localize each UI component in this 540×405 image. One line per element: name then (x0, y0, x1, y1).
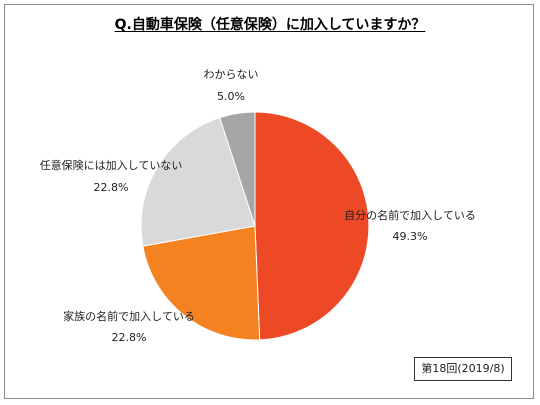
pie-slice-2 (140, 116, 256, 247)
slice-label-value-2: 22.8% (94, 181, 129, 194)
pie-slice-1 (142, 225, 261, 341)
slice-label-name-0: 自分の名前で加入している (344, 208, 476, 222)
pie-slice-3 (219, 111, 256, 227)
pie-slices (140, 111, 370, 341)
slice-label-name-3: わからない (204, 68, 259, 81)
chart-title: Q.自動車保険（任意保険）に加入していますか？ (0, 14, 540, 34)
chart-title-text: Q.自動車保険（任意保険）に加入していますか？ (114, 17, 426, 33)
slice-label-value-1: 22.8% (112, 331, 147, 344)
edition-note: 第18回(2019/8) (414, 357, 512, 381)
slice-label-name-2: 任意保険には加入していない (40, 158, 183, 172)
slice-label-value-3: 5.0% (217, 90, 245, 103)
slice-label-name-1: 家族の名前で加入している (63, 309, 195, 323)
pie-slice-0 (254, 111, 370, 341)
pie-labels: 自分の名前で加入している 49.3% 家族の名前で加入している 22.8% 任意… (40, 68, 476, 344)
slice-label-value-0: 49.3% (393, 230, 428, 243)
